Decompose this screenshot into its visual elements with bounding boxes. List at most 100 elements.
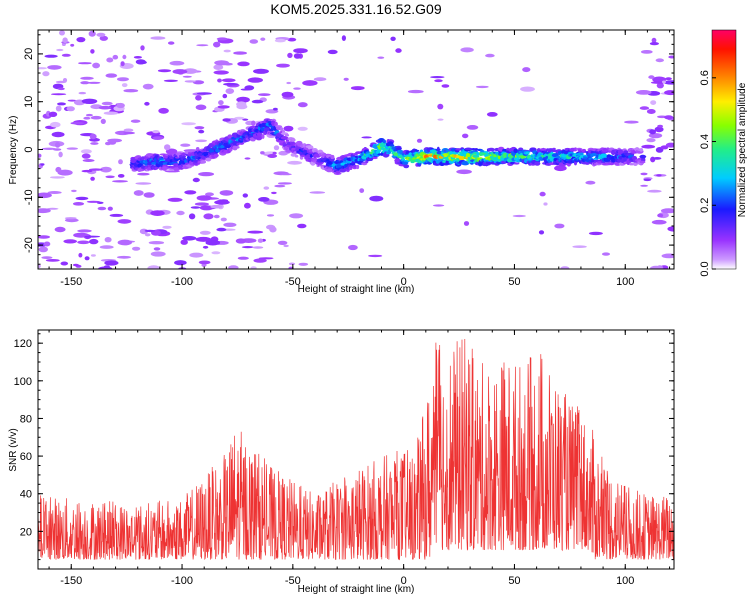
heatmap-cell (38, 208, 51, 214)
heatmap-cell (195, 236, 212, 242)
heatmap-cell (199, 230, 211, 235)
heatmap-cell (379, 143, 386, 148)
heatmap-cell (579, 152, 584, 156)
heatmap-cell (100, 118, 106, 124)
heatmap-cell (142, 83, 154, 90)
heatmap-cell (153, 247, 161, 251)
y-tick-label: -10 (23, 189, 35, 205)
heatmap-cell (560, 266, 570, 269)
heatmap-cell (80, 81, 90, 85)
heatmap-cell (198, 129, 205, 134)
heatmap-cell (144, 101, 150, 106)
colorbar-tick-label: 0.6 (699, 70, 711, 85)
heatmap-cell (585, 180, 596, 185)
heatmap-cell (599, 153, 608, 159)
y-tick-label: 10 (23, 96, 35, 108)
heatmap-cell (112, 180, 128, 183)
heatmap-cell (475, 85, 489, 89)
heatmap-cell (486, 160, 491, 165)
heatmap-cell (48, 111, 58, 118)
heatmap-cell (643, 178, 652, 182)
heatmap-cell (538, 230, 545, 235)
heatmap-cell (657, 213, 664, 218)
heatmap-cell (287, 52, 293, 59)
heatmap-cell (78, 62, 92, 65)
heatmap-cell (302, 80, 318, 86)
heatmap-cell (61, 53, 71, 57)
heatmap-cell (182, 236, 197, 241)
heatmap-cell (144, 233, 151, 237)
heatmap-cell (335, 170, 340, 174)
heatmap-cell (289, 213, 304, 219)
heatmap-cell (661, 253, 674, 259)
heatmap-cell (57, 102, 66, 106)
heatmap-cell (210, 204, 223, 209)
heatmap-cell (162, 225, 172, 229)
x-tick-label: 50 (508, 575, 520, 587)
heatmap-cell (655, 58, 664, 63)
heatmap-cell (387, 151, 392, 154)
heatmap-cell (512, 214, 526, 218)
heatmap-cell (217, 105, 230, 109)
heatmap-cell (646, 109, 656, 114)
heatmap-cell (137, 172, 150, 176)
heatmap-cell (58, 151, 63, 158)
heatmap-cell (47, 65, 62, 70)
heatmap-cell (402, 161, 409, 165)
colorbar-tick-label: 0.4 (699, 134, 711, 149)
heatmap-cell (172, 69, 188, 75)
heatmap-cell (330, 154, 335, 160)
heatmap-cell (486, 112, 498, 117)
heatmap-cell (198, 152, 203, 157)
heatmap-cell (167, 197, 183, 202)
heatmap-cell (133, 190, 144, 196)
heatmap-cell (158, 107, 169, 114)
heatmap-cell (256, 132, 263, 137)
heatmap-cell (395, 147, 402, 150)
spectrogram-y-ticks: -20 -10 0 10 20 (23, 34, 674, 265)
heatmap-cell (198, 260, 211, 265)
heatmap-cell (194, 202, 209, 206)
heatmap-cell (377, 56, 385, 59)
heatmap-cell (250, 266, 257, 269)
heatmap-cell (90, 254, 96, 257)
heatmap-cell (668, 55, 674, 59)
heatmap-cell (43, 241, 51, 247)
x-tick-label: 0 (401, 575, 407, 587)
heatmap-cell (205, 192, 214, 197)
heatmap-cell (524, 150, 531, 153)
heatmap-cell (640, 184, 649, 187)
heatmap-cell (133, 56, 142, 59)
heatmap-cell (123, 89, 139, 93)
heatmap-cell (288, 266, 294, 269)
heatmap-cell (81, 98, 98, 105)
heatmap-cell (253, 258, 267, 263)
heatmap-cell (237, 256, 249, 260)
heatmap-cell (38, 192, 52, 199)
heatmap-cell (350, 86, 365, 91)
heatmap-cell (81, 169, 93, 173)
heatmap-cell (140, 60, 147, 64)
heatmap-cell (51, 93, 67, 96)
heatmap-cell (122, 54, 127, 60)
y-tick-label: 100 (14, 376, 32, 388)
heatmap-cell (280, 136, 289, 140)
x-tick-label: -150 (60, 575, 82, 587)
heatmap-cell (664, 90, 674, 96)
y-tick-label: 20 (20, 526, 32, 538)
heatmap-cell (196, 195, 212, 201)
heatmap-cell (657, 124, 663, 128)
heatmap-cell (66, 106, 75, 112)
heatmap-cell (572, 245, 587, 248)
heatmap-cell (165, 148, 178, 155)
heatmap-cell (233, 51, 248, 55)
heatmap-cell (639, 106, 650, 110)
heatmap-cell (240, 88, 251, 91)
heatmap-cell (434, 79, 443, 83)
heatmap-cell (260, 151, 265, 155)
heatmap-cell (123, 131, 135, 135)
spectrogram-x-ticks: -150 -100 -50 0 50 100 (48, 30, 671, 288)
heatmap-cell (525, 151, 530, 155)
heatmap-cell (520, 86, 535, 92)
heatmap-cell (84, 256, 90, 261)
